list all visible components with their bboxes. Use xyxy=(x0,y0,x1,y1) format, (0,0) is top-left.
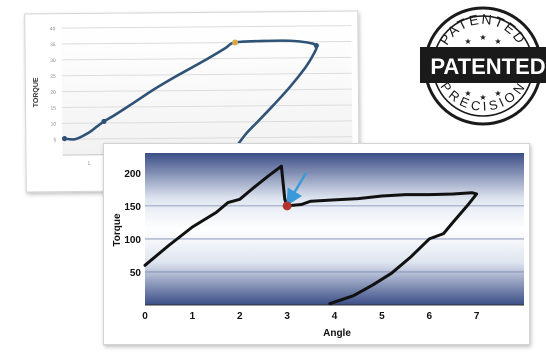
back-y-tick-label: 30 xyxy=(50,58,56,64)
svg-text:PATENTED: PATENTED xyxy=(436,11,530,48)
front-y-axis-label: Torque xyxy=(112,213,123,247)
back-y-tick-label: 20 xyxy=(50,90,56,96)
front-y-tick-label: 50 xyxy=(130,268,142,279)
patented-precision-seal: PATENTED PRECISION ★ ★ ★ ★ ★ ★ PATENTED xyxy=(420,0,546,130)
front-highlight-arrow xyxy=(286,172,308,207)
back-gridline xyxy=(61,88,352,93)
front-x-tick-label: 1 xyxy=(190,311,196,322)
front-highlight-marker xyxy=(282,201,292,211)
back-point-marker xyxy=(61,136,68,142)
front-chart-card: 50 100 150 200 0 1 2 3 4 5 6 7 Torque Angle xyxy=(103,143,530,345)
front-torque-chart: 50 100 150 200 0 1 2 3 4 5 6 7 Torque Angle xyxy=(112,153,524,339)
back-point-marker xyxy=(313,42,319,49)
seal-star-icon: ★ xyxy=(464,89,471,98)
front-x-tick-label: 4 xyxy=(332,311,338,322)
back-gridline xyxy=(62,136,353,140)
back-point-marker xyxy=(232,39,239,46)
seal-graphic: PATENTED PRECISION ★ ★ ★ ★ ★ ★ PATENTED xyxy=(420,6,546,126)
back-y-tick-label: 10 xyxy=(51,121,57,127)
back-y-tick-label: 15 xyxy=(50,106,56,112)
back-y-tick-label: 5 xyxy=(54,137,57,143)
seal-arc-top-text: PATENTED xyxy=(436,11,528,48)
seal-star-icon: ★ xyxy=(479,93,486,102)
front-y-tick-label: 150 xyxy=(124,202,141,213)
back-gridline xyxy=(62,104,353,109)
seal-banner xyxy=(420,47,546,83)
back-y-axis-label: TORQUE xyxy=(33,77,40,107)
front-x-tick-label: 0 xyxy=(142,311,148,322)
front-series-line xyxy=(143,164,479,306)
seal-star-icon: ★ xyxy=(464,37,471,46)
back-y-tick-label: 35 xyxy=(50,42,56,48)
seal-star-icon: ★ xyxy=(479,33,486,42)
back-gridline xyxy=(61,72,352,77)
seal-star-icon: ★ xyxy=(494,37,501,46)
front-x-tick-label: 3 xyxy=(284,311,290,322)
back-y-tick-label: 40 xyxy=(50,26,56,32)
front-x-tick-label: 6 xyxy=(426,311,432,322)
back-gridline xyxy=(61,25,352,29)
front-x-tick-label: 2 xyxy=(237,311,243,322)
back-x-tick-label: 1 xyxy=(87,161,90,167)
front-x-tick-label: 7 xyxy=(474,311,480,322)
back-gridline xyxy=(62,120,353,124)
seal-banner-text: PATENTED xyxy=(430,54,545,79)
front-plot-area xyxy=(145,153,524,305)
front-x-axis-label: Angle xyxy=(323,328,351,339)
back-point-marker xyxy=(101,118,107,125)
seal-star-icon: ★ xyxy=(494,89,501,98)
front-x-tick-label: 5 xyxy=(379,311,385,322)
front-y-tick-label: 200 xyxy=(124,169,141,180)
front-y-tick-label: 100 xyxy=(124,235,141,246)
back-y-tick-label: 25 xyxy=(50,74,56,80)
